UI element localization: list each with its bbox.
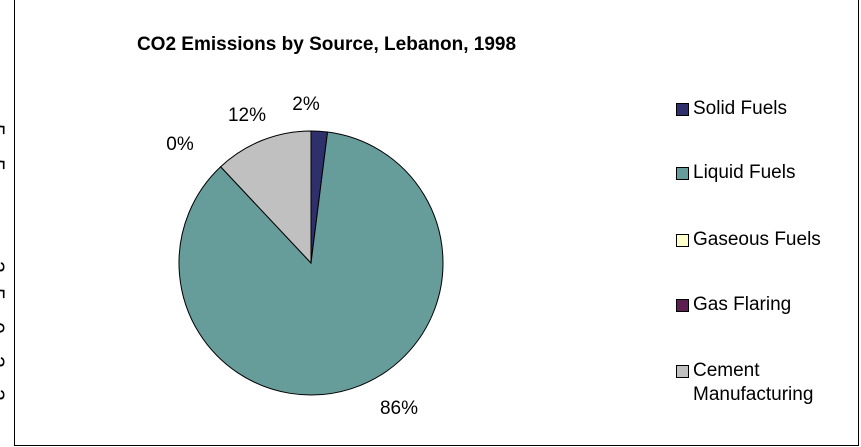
legend-label: Solid Fuels [693,98,787,119]
clipped-char: 5 [0,159,8,171]
legend-label: Gas Flaring [693,294,792,315]
chart-frame: CO2 Emissions by Source, Lebanon, 1998 2… [14,0,859,446]
legend-item-gaseous-fuels: Gaseous Fuels [676,228,858,252]
legend-swatch [676,103,689,116]
legend-item-cement-manufacturing: Cement Manufacturing [676,359,858,407]
clipped-char: 3 [0,356,8,368]
legend-swatch [676,299,689,312]
legend-label: Gaseous Fuels [693,229,821,250]
clipped-char: 3 [0,389,8,401]
left-edge-clipped-text: 5 5 3 5 0 3 3 [0,0,14,447]
clipped-char: 5 [0,288,8,300]
data-label-cement-manufacturing: 12% [228,105,266,126]
clipped-char: 3 [0,261,8,273]
legend-item-gas-flaring: Gas Flaring [676,293,858,317]
legend-swatch [676,234,689,247]
legend-label: Cement Manufacturing [693,360,814,405]
legend-label: Liquid Fuels [693,162,796,183]
legend-item-liquid-fuels: Liquid Fuels [676,161,858,185]
data-label-liquid-fuels: 86% [380,398,418,419]
legend-item-solid-fuels: Solid Fuels [676,97,858,121]
data-label-solid-fuels: 2% [292,94,320,115]
clipped-char: 5 [0,124,8,136]
legend-swatch [676,365,689,378]
legend-swatch [676,167,689,180]
pie-chart: 2% 86% 0% 12% [166,94,444,419]
pie-slice-cement-manufacturing [219,130,312,265]
clipped-char: 0 [0,322,8,334]
chart-title: CO2 Emissions by Source, Lebanon, 1998 [136,34,517,55]
data-label-gas-flaring: 0% [166,134,194,155]
